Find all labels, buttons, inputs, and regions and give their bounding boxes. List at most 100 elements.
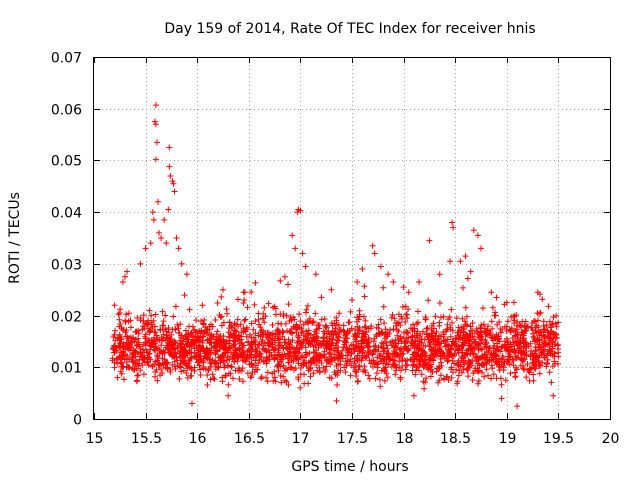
- data-point: [232, 346, 239, 353]
- data-point: [463, 347, 470, 354]
- data-point: [111, 364, 118, 371]
- data-point: [186, 306, 193, 313]
- data-point: [344, 352, 351, 359]
- data-point: [238, 336, 245, 343]
- data-point: [289, 232, 296, 239]
- data-point: [441, 338, 448, 345]
- data-point: [222, 350, 229, 357]
- data-point: [260, 358, 267, 365]
- x-tick-label: 16: [189, 431, 207, 447]
- data-point: [536, 358, 543, 365]
- data-point: [433, 368, 440, 375]
- data-point: [483, 339, 490, 346]
- data-point: [510, 357, 517, 364]
- data-point: [144, 359, 151, 366]
- data-point: [326, 331, 333, 338]
- data-point: [455, 357, 462, 364]
- data-point: [221, 364, 228, 371]
- data-point: [554, 360, 561, 367]
- data-point: [540, 322, 547, 329]
- data-point: [172, 303, 179, 310]
- data-point: [154, 198, 161, 205]
- data-point: [457, 258, 464, 265]
- data-point: [504, 318, 511, 325]
- data-point: [511, 313, 518, 320]
- data-point: [422, 314, 429, 321]
- data-point: [544, 356, 551, 363]
- data-point: [509, 335, 516, 342]
- data-point: [116, 343, 123, 350]
- data-point: [219, 378, 226, 385]
- data-point: [151, 118, 158, 125]
- data-point: [205, 367, 212, 374]
- data-point: [409, 327, 416, 334]
- data-point: [507, 339, 514, 346]
- data-point: [346, 346, 353, 353]
- data-point: [397, 335, 404, 342]
- data-point: [362, 331, 369, 338]
- data-point: [473, 326, 480, 333]
- data-point: [531, 335, 538, 342]
- data-point: [539, 296, 546, 303]
- data-point: [261, 319, 268, 326]
- data-point: [385, 354, 392, 361]
- data-point: [220, 286, 226, 293]
- data-point: [247, 352, 254, 359]
- data-point: [282, 365, 289, 372]
- data-point: [377, 263, 384, 270]
- data-point: [146, 328, 153, 335]
- data-point: [216, 312, 223, 318]
- data-point: [404, 361, 411, 368]
- data-point: [281, 273, 288, 280]
- data-point: [282, 320, 289, 327]
- data-point: [362, 317, 369, 324]
- data-point: [198, 318, 205, 325]
- data-point: [432, 333, 439, 340]
- data-point: [535, 317, 542, 324]
- data-point: [532, 318, 539, 325]
- data-point: [374, 354, 381, 361]
- data-point: [238, 339, 245, 346]
- data-point: [154, 357, 161, 364]
- data-point: [193, 317, 200, 324]
- data-point: [373, 331, 380, 338]
- data-point: [263, 354, 270, 361]
- data-point: [496, 361, 503, 368]
- data-point: [369, 351, 376, 358]
- data-point: [318, 316, 325, 323]
- data-point: [437, 348, 444, 355]
- data-point: [545, 332, 552, 339]
- data-point: [147, 240, 154, 247]
- data-point: [469, 376, 476, 383]
- data-point: [455, 349, 462, 356]
- data-point: [220, 342, 227, 349]
- data-point: [509, 347, 516, 354]
- data-point: [226, 344, 233, 351]
- data-point: [258, 327, 265, 334]
- data-point: [489, 365, 496, 372]
- data-point: [186, 349, 193, 356]
- data-point: [182, 354, 189, 361]
- data-point: [303, 306, 310, 313]
- data-point: [464, 365, 471, 372]
- data-point: [304, 318, 311, 325]
- data-point: [178, 341, 185, 348]
- data-point: [124, 268, 131, 275]
- data-point: [536, 329, 543, 336]
- data-point: [254, 344, 261, 351]
- data-point: [170, 313, 177, 320]
- data-point: [185, 323, 192, 330]
- data-point: [137, 367, 144, 374]
- data-point: [464, 275, 471, 282]
- data-point: [430, 320, 437, 327]
- data-point: [520, 347, 527, 354]
- data-point: [376, 376, 383, 383]
- data-point: [514, 332, 521, 339]
- data-point: [275, 320, 282, 327]
- data-point: [318, 359, 325, 366]
- data-point: [506, 346, 513, 353]
- data-point: [474, 232, 481, 239]
- data-point: [135, 327, 142, 334]
- data-point: [258, 375, 265, 382]
- data-point: [488, 289, 495, 296]
